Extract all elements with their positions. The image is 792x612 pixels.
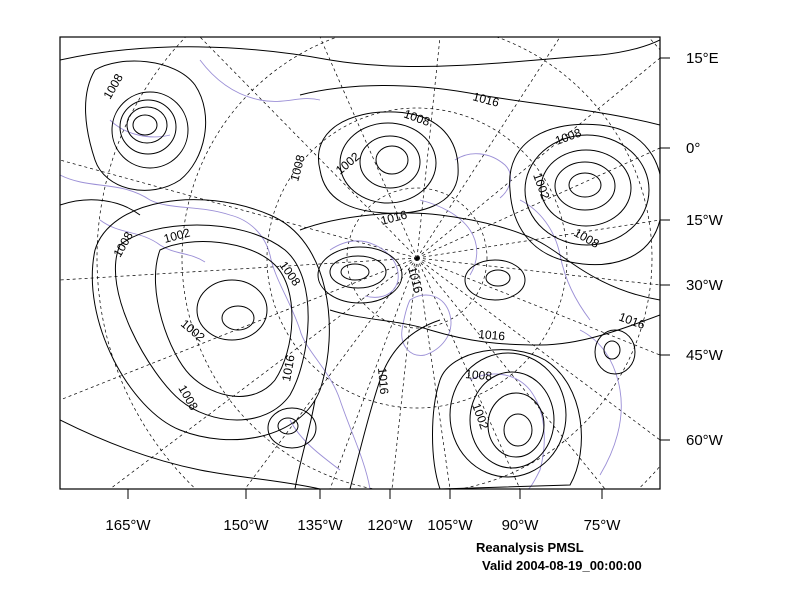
contour-label: 1008	[100, 71, 126, 101]
graticule	[60, 37, 660, 489]
contour-label: 1016	[471, 89, 501, 110]
contour-label: 1008	[465, 367, 493, 383]
contour-label: 1002	[469, 401, 491, 431]
isobars	[60, 39, 660, 489]
lon-tick-label: 105°W	[427, 517, 473, 534]
contour-label: 1016	[379, 207, 409, 228]
caption-valid-time: Valid 2004-08-19_00:00:00	[482, 558, 642, 573]
lon-tick-label: 165°W	[105, 517, 151, 534]
lon-tick-label: 90°W	[502, 517, 540, 534]
lat-tick-label: 15°E	[686, 50, 719, 67]
contour-label: 1008	[175, 383, 201, 413]
contour-label: 1016	[279, 353, 297, 382]
axis-ticks	[127, 57, 670, 499]
contour-label: 1002	[162, 225, 192, 246]
contour-label: 1008	[553, 125, 583, 147]
contour-label: 1002	[178, 317, 208, 345]
lon-tick-label: 75°W	[584, 517, 622, 534]
lat-tick-label: 0°	[686, 140, 700, 157]
right-axis-labels: 15°E 0° 15°W 30°W 45°W 60°W	[686, 50, 724, 449]
contour-label: 1016	[375, 367, 391, 395]
lat-tick-label: 45°W	[686, 347, 724, 364]
contour-label: 1008	[287, 153, 308, 183]
lon-tick-label: 135°W	[297, 517, 343, 534]
lat-tick-label: 30°W	[686, 277, 724, 294]
lat-tick-label: 60°W	[686, 432, 724, 449]
bottom-axis-labels: 165°W 150°W 135°W 120°W 105°W 90°W 75°W	[105, 517, 621, 534]
lat-tick-label: 15°W	[686, 212, 724, 229]
lon-tick-label: 120°W	[367, 517, 413, 534]
contour-label: 1008	[572, 225, 602, 251]
contour-label: 1008	[110, 229, 136, 259]
contour-label: 1016	[478, 327, 506, 343]
caption-title: Reanalysis PMSL	[476, 540, 584, 555]
contour-label: 1002	[530, 171, 552, 201]
contour-label: 1002	[333, 149, 363, 177]
map-frame	[59, 36, 661, 490]
lon-tick-label: 150°W	[223, 517, 269, 534]
contour-labels: 1008 1016 1008 1002 1008 1008 1002 1008 …	[100, 71, 647, 431]
contour-label: 1016	[405, 265, 426, 295]
